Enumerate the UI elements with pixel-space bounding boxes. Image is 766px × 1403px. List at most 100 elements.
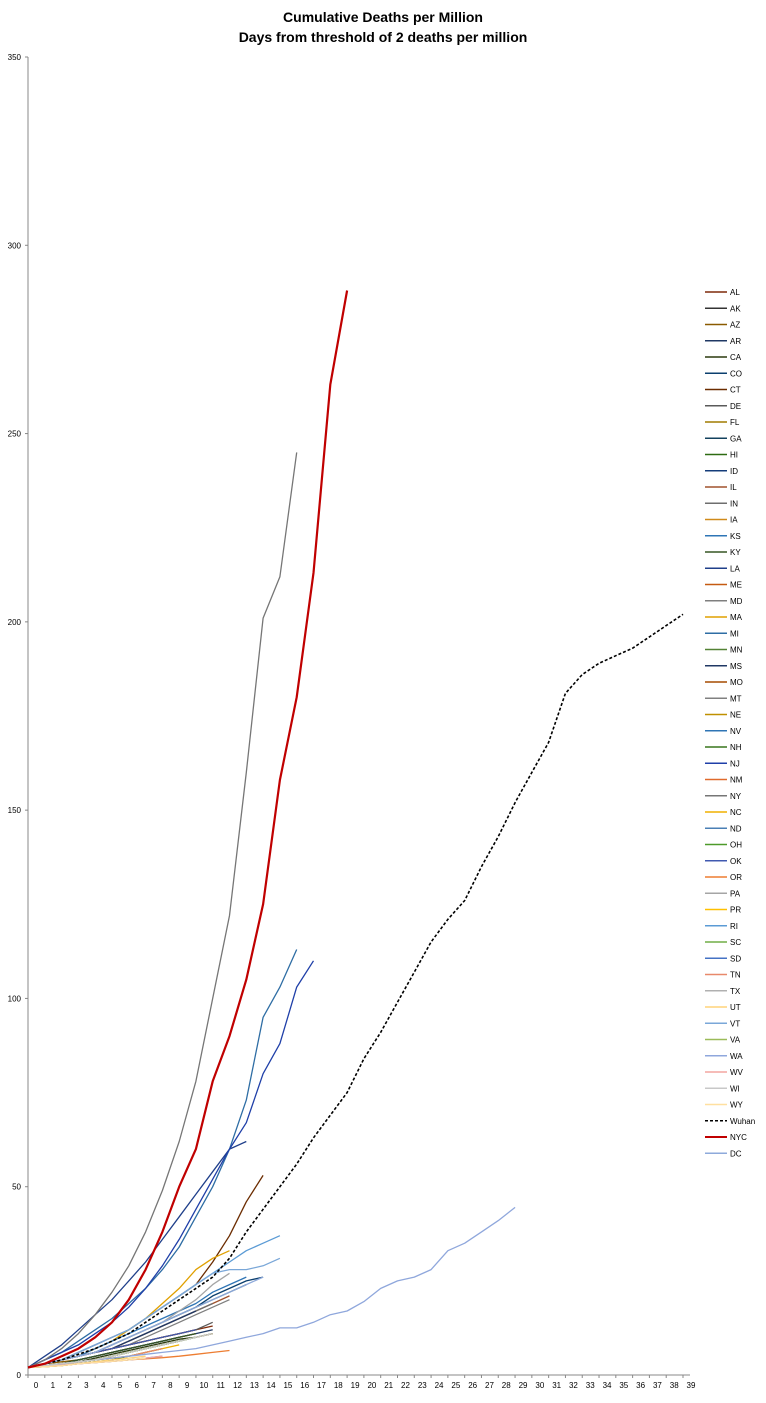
x-tick-label: 2 xyxy=(67,1381,72,1390)
x-tick-label: 31 xyxy=(552,1381,561,1390)
series-line-wuhan xyxy=(27,613,684,1369)
legend-label-ca: CA xyxy=(730,353,742,362)
legend-label-va: VA xyxy=(730,1036,741,1045)
x-tick-label: 37 xyxy=(653,1381,662,1390)
legend-label-mi: MI xyxy=(730,629,739,638)
y-tick-label: 50 xyxy=(12,1183,21,1192)
legend-label-il: IL xyxy=(730,483,737,492)
legend-label-ct: CT xyxy=(730,386,741,395)
y-tick-label: 150 xyxy=(8,806,22,815)
series-line-wy xyxy=(27,1357,146,1369)
legend-label-fl: FL xyxy=(730,418,740,427)
x-tick-label: 29 xyxy=(519,1381,528,1390)
chart-title: Cumulative Deaths per Million xyxy=(283,9,483,25)
y-tick-label: 300 xyxy=(8,241,22,250)
legend-label-ar: AR xyxy=(730,337,741,346)
legend-label-al: AL xyxy=(730,288,740,297)
x-tick-label: 23 xyxy=(418,1381,427,1390)
x-tick-label: 36 xyxy=(636,1381,645,1390)
x-tick-label: 18 xyxy=(334,1381,343,1390)
legend-label-tn: TN xyxy=(730,971,741,980)
x-tick-label: 25 xyxy=(451,1381,460,1390)
series-line-ny xyxy=(27,452,298,1369)
legend: AL AK AZ AR CA CO CT DE FL GA HI ID IL IN IA KS KY LA ME MD… xyxy=(705,288,755,1158)
x-tick-label: 1 xyxy=(51,1381,56,1390)
x-tick-label: 14 xyxy=(267,1381,276,1390)
x-tick-label: 19 xyxy=(351,1381,360,1390)
legend-label-co: CO xyxy=(730,369,742,378)
legend-label-ms: MS xyxy=(730,662,742,671)
legend-label-me: ME xyxy=(730,581,742,590)
legend-label-pa: PA xyxy=(730,889,741,898)
legend-label-az: AZ xyxy=(730,321,740,330)
series-line-wa xyxy=(27,1206,516,1369)
legend-label-ma: MA xyxy=(730,613,743,622)
series-layer xyxy=(27,290,684,1369)
series-line-ri xyxy=(27,1235,281,1369)
x-tick-label: 28 xyxy=(502,1381,511,1390)
x-tick-label: 39 xyxy=(687,1381,696,1390)
series-line-wi xyxy=(27,1332,213,1369)
legend-label-nh: NH xyxy=(730,743,742,752)
x-tick-label: 15 xyxy=(283,1381,292,1390)
legend-label-nc: NC xyxy=(730,808,742,817)
legend-label-nj: NJ xyxy=(730,759,740,768)
legend-label-wi: WI xyxy=(730,1084,740,1093)
legend-label-ks: KS xyxy=(730,532,741,541)
legend-label-pr: PR xyxy=(730,906,741,915)
legend-label-wa: WA xyxy=(730,1052,743,1061)
legend-label-dc: DC xyxy=(730,1149,742,1158)
x-tick-label: 13 xyxy=(250,1381,259,1390)
legend-label-de: DE xyxy=(730,402,741,411)
x-tick-label: 34 xyxy=(603,1381,612,1390)
x-tick-label: 32 xyxy=(569,1381,578,1390)
legend-label-mt: MT xyxy=(730,694,742,703)
x-tick-label: 17 xyxy=(317,1381,326,1390)
series-line-vt xyxy=(27,1257,281,1369)
legend-label-oh: OH xyxy=(730,841,742,850)
legend-label-md: MD xyxy=(730,597,743,606)
x-tick-label: 4 xyxy=(101,1381,106,1390)
legend-label-wv: WV xyxy=(730,1068,744,1077)
legend-label-sc: SC xyxy=(730,938,741,947)
legend-label-ri: RI xyxy=(730,922,738,931)
x-tick-label: 24 xyxy=(435,1381,444,1390)
legend-label-ne: NE xyxy=(730,711,741,720)
x-tick-label: 11 xyxy=(217,1381,226,1390)
legend-label-mn: MN xyxy=(730,646,743,655)
x-tick-label: 27 xyxy=(485,1381,494,1390)
legend-label-mo: MO xyxy=(730,678,743,687)
legend-label-or: OR xyxy=(730,873,742,882)
legend-label-ut: UT xyxy=(730,1003,741,1012)
legend-label-ky: KY xyxy=(730,548,741,557)
y-tick-label: 200 xyxy=(8,618,22,627)
legend-label-ny: NY xyxy=(730,792,742,801)
x-tick-label: 8 xyxy=(168,1381,173,1390)
legend-label-ia: IA xyxy=(730,516,738,525)
x-tick-label: 3 xyxy=(84,1381,89,1390)
legend-label-nm: NM xyxy=(730,776,743,785)
y-tick-label: 0 xyxy=(17,1371,22,1380)
legend-label-tx: TX xyxy=(730,987,741,996)
x-tick-label: 26 xyxy=(468,1381,477,1390)
legend-label-sd: SD xyxy=(730,954,741,963)
legend-label-ak: AK xyxy=(730,304,741,313)
x-tick-label: 5 xyxy=(118,1381,123,1390)
series-line-nyc xyxy=(27,290,349,1369)
legend-label-nd: ND xyxy=(730,824,742,833)
series-line-mi xyxy=(27,949,298,1369)
x-tick-label: 33 xyxy=(586,1381,595,1390)
y-tick-label: 350 xyxy=(8,53,22,62)
x-tick-label: 7 xyxy=(151,1381,156,1390)
y-tick-label: 250 xyxy=(8,430,22,439)
x-tick-label: 6 xyxy=(135,1381,140,1390)
legend-label-wy: WY xyxy=(730,1101,744,1110)
legend-label-wuhan: Wuhan xyxy=(730,1117,755,1126)
y-tick-label: 100 xyxy=(8,994,22,1003)
x-tick-label: 0 xyxy=(34,1381,39,1390)
legend-label-nv: NV xyxy=(730,727,742,736)
legend-label-hi: HI xyxy=(730,451,738,460)
